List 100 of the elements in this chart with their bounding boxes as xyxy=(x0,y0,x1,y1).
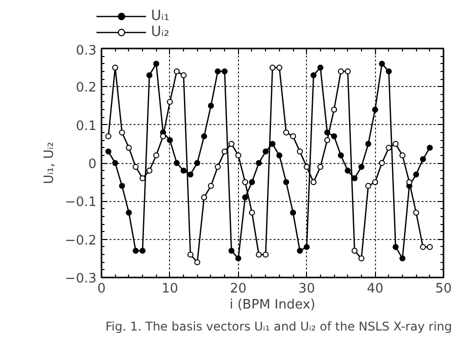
x-tick-label: 10 xyxy=(162,282,178,296)
point xyxy=(270,140,276,147)
point xyxy=(235,255,242,262)
point xyxy=(262,252,269,258)
point xyxy=(358,164,364,170)
point xyxy=(201,133,208,140)
point xyxy=(187,252,194,258)
x-tick-label: 50 xyxy=(435,282,452,296)
point xyxy=(358,255,364,262)
point xyxy=(208,102,214,109)
point xyxy=(324,137,330,144)
point xyxy=(420,156,426,162)
point xyxy=(413,171,420,178)
point xyxy=(126,144,132,151)
point xyxy=(283,129,290,136)
point xyxy=(214,68,221,74)
y-tick-label: 0.1 xyxy=(76,118,97,134)
point xyxy=(283,179,290,186)
point xyxy=(248,179,255,186)
point xyxy=(344,168,351,174)
point xyxy=(276,152,282,158)
point xyxy=(126,210,132,216)
point xyxy=(194,259,200,266)
point xyxy=(119,129,126,136)
y-axis-title: Uᵢ₁, Uᵢ₂ xyxy=(42,142,57,184)
point xyxy=(372,106,378,113)
x-tick-label: 30 xyxy=(298,282,315,296)
point xyxy=(352,248,358,254)
point xyxy=(222,68,228,74)
point xyxy=(331,106,338,113)
x-axis-title: i (BPM Index) xyxy=(230,298,316,312)
point xyxy=(235,152,242,158)
point xyxy=(112,64,118,71)
point xyxy=(399,255,406,262)
point xyxy=(208,182,214,189)
legend-label: Uᵢ₁ xyxy=(151,8,170,24)
point xyxy=(105,133,112,140)
point xyxy=(426,144,433,151)
point xyxy=(153,152,160,158)
point xyxy=(378,160,385,166)
point xyxy=(386,68,392,74)
point xyxy=(180,168,187,174)
point xyxy=(296,248,303,254)
y-tick-label: 0 xyxy=(88,157,97,172)
point xyxy=(105,148,112,155)
point xyxy=(228,248,234,254)
point xyxy=(174,68,180,74)
point xyxy=(153,60,160,67)
point xyxy=(392,140,399,147)
point xyxy=(242,194,248,200)
point xyxy=(166,98,173,105)
point xyxy=(132,164,139,170)
caption: Fig. 1. The basis vectors Uᵢ₁ and Uᵢ₂ of the NSLS X-ray ring xyxy=(106,320,452,334)
point xyxy=(338,152,344,158)
x-tick-label: 40 xyxy=(366,282,384,296)
point xyxy=(372,179,378,186)
point xyxy=(304,164,310,170)
point xyxy=(420,244,426,250)
legend-label: Uᵢ₂ xyxy=(151,24,170,40)
point xyxy=(276,64,282,71)
y-tick-label: 0.2 xyxy=(76,80,97,96)
point xyxy=(426,244,433,250)
point xyxy=(180,72,187,78)
point xyxy=(378,60,385,67)
y-tick-label: 0.3 xyxy=(76,44,97,58)
point xyxy=(304,244,310,250)
point xyxy=(365,140,372,147)
point xyxy=(296,148,303,155)
y-tick-label: −0.1 xyxy=(64,195,97,210)
point xyxy=(248,210,255,216)
point xyxy=(344,68,351,74)
point xyxy=(310,179,317,186)
point xyxy=(174,160,180,166)
point xyxy=(317,64,324,71)
point xyxy=(119,182,126,189)
point xyxy=(317,164,324,170)
point xyxy=(256,160,262,166)
point xyxy=(365,182,372,189)
point xyxy=(270,64,276,71)
point xyxy=(399,152,406,158)
point xyxy=(413,210,420,216)
point xyxy=(228,140,234,147)
point xyxy=(331,133,338,140)
point xyxy=(338,68,344,74)
y-tick-label: −0.3 xyxy=(64,272,97,286)
point xyxy=(140,248,146,254)
point xyxy=(112,160,118,166)
point xyxy=(194,160,200,166)
point xyxy=(310,72,317,78)
point xyxy=(146,72,152,78)
point xyxy=(222,148,228,155)
point xyxy=(132,248,139,254)
point xyxy=(146,168,152,174)
point xyxy=(290,210,296,216)
point xyxy=(201,194,208,200)
point xyxy=(290,133,296,140)
x-tick-label: 20 xyxy=(230,282,247,296)
point xyxy=(256,252,262,258)
point xyxy=(166,137,173,144)
point xyxy=(262,148,269,155)
